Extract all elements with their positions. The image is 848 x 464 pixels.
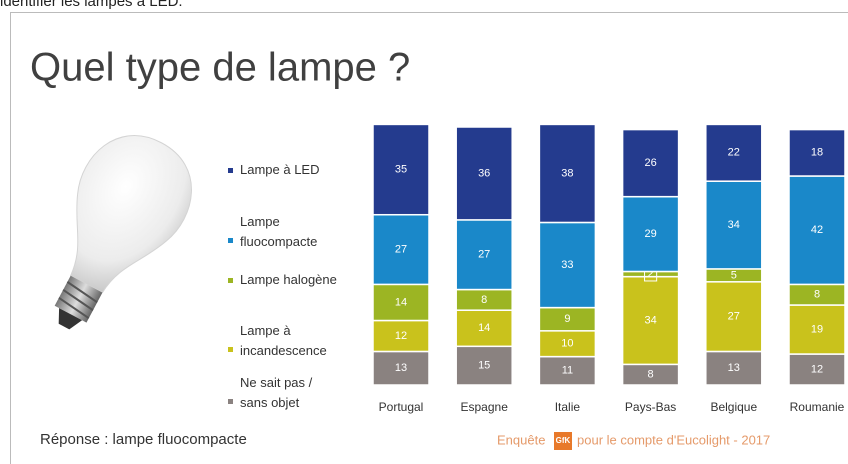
logo-text: GfK bbox=[556, 436, 571, 445]
value-label: 27 bbox=[478, 249, 490, 261]
x-tick-label: Espagne bbox=[461, 400, 509, 414]
value-label: 8 bbox=[814, 289, 820, 301]
legend-swatch bbox=[228, 399, 233, 404]
value-label: 27 bbox=[395, 243, 407, 255]
x-tick-label: Belgique bbox=[710, 400, 757, 414]
value-label: 8 bbox=[648, 369, 654, 381]
value-label: 38 bbox=[561, 167, 573, 179]
value-label: 12 bbox=[395, 330, 407, 342]
footer-text: pour le compte d'Eucolight - 2017 bbox=[577, 432, 770, 447]
value-label: 8 bbox=[481, 294, 487, 306]
footer-text: Enquête bbox=[497, 432, 545, 447]
value-label: 35 bbox=[395, 163, 407, 175]
value-label: 5 bbox=[731, 269, 737, 281]
chart: identifier les lampes à LED. Quel type d… bbox=[0, 0, 848, 464]
value-label: 14 bbox=[478, 322, 490, 334]
value-label: 26 bbox=[644, 157, 656, 169]
legend-label: Lampe halogène bbox=[240, 270, 340, 290]
chart-title: Quel type de lampe ? bbox=[30, 46, 410, 90]
value-label: 11 bbox=[562, 365, 573, 377]
page: {"top_text": "identifier les lampes à LE… bbox=[0, 0, 848, 464]
value-label: 42 bbox=[811, 224, 823, 236]
top-text: identifier les lampes à LED. bbox=[0, 0, 183, 10]
value-label: 12 bbox=[811, 363, 823, 375]
value-label: 13 bbox=[395, 362, 407, 374]
value-label: 13 bbox=[728, 362, 740, 374]
answer-text: Réponse : lampe fluocompacte bbox=[40, 431, 247, 448]
value-label: 34 bbox=[644, 314, 656, 326]
value-label: 22 bbox=[728, 147, 740, 159]
legend-swatch bbox=[228, 168, 233, 173]
legend-swatch bbox=[228, 238, 233, 243]
value-label: 34 bbox=[728, 219, 740, 231]
x-tick-label: Roumanie bbox=[790, 400, 845, 414]
value-label: 27 bbox=[728, 311, 740, 323]
x-tick-label: Italie bbox=[555, 400, 581, 414]
legend-swatch bbox=[228, 278, 233, 283]
legend-swatch bbox=[228, 347, 233, 352]
value-label: 18 bbox=[811, 147, 823, 159]
value-label: 33 bbox=[561, 259, 573, 271]
value-label: 10 bbox=[561, 338, 573, 350]
value-label: 9 bbox=[564, 313, 570, 325]
value-label: 19 bbox=[811, 323, 823, 335]
legend-label: Lampe fluocompacte bbox=[240, 212, 340, 252]
value-label: 29 bbox=[644, 228, 656, 240]
x-tick-label: Portugal bbox=[379, 400, 424, 414]
x-tick-label: Pays-Bas bbox=[625, 400, 676, 414]
legend-label: Ne sait pas / sans objet bbox=[240, 373, 340, 413]
value-label: 14 bbox=[395, 296, 407, 308]
legend-label: Lampe à LED bbox=[240, 160, 340, 180]
legend-label: Lampe à incandescence bbox=[240, 321, 340, 361]
value-label: 36 bbox=[478, 167, 490, 179]
value-label: 15 bbox=[478, 360, 490, 372]
